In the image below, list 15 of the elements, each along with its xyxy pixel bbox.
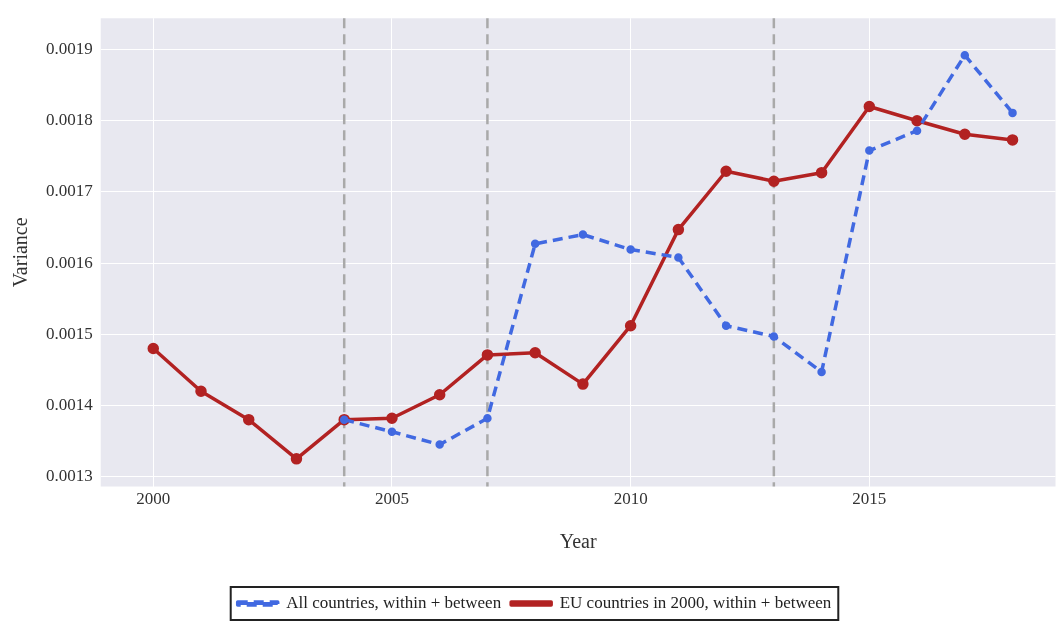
y-tick-label: 0.0016	[46, 252, 93, 272]
y-tick-label: 0.0015	[46, 323, 93, 343]
x-tick-label: 2015	[852, 489, 887, 509]
y-tick-label: 0.0014	[46, 394, 94, 414]
x-axis-title: Year	[559, 530, 597, 553]
y-tick-label: 0.0018	[46, 110, 93, 130]
y-tick-label: 0.0019	[46, 38, 93, 58]
x-tick-label: 2005	[374, 489, 409, 509]
y-axis-title: Variance	[9, 217, 32, 288]
legend-label: EU countries in 2000, within + between	[559, 592, 832, 612]
legend-label: All countries, within + between	[286, 592, 502, 612]
y-tick-label: 0.0013	[46, 466, 93, 486]
y-tick-label: 0.0017	[46, 181, 94, 201]
x-tick-label: 2010	[613, 489, 648, 509]
x-tick-label: 2000	[136, 489, 171, 509]
